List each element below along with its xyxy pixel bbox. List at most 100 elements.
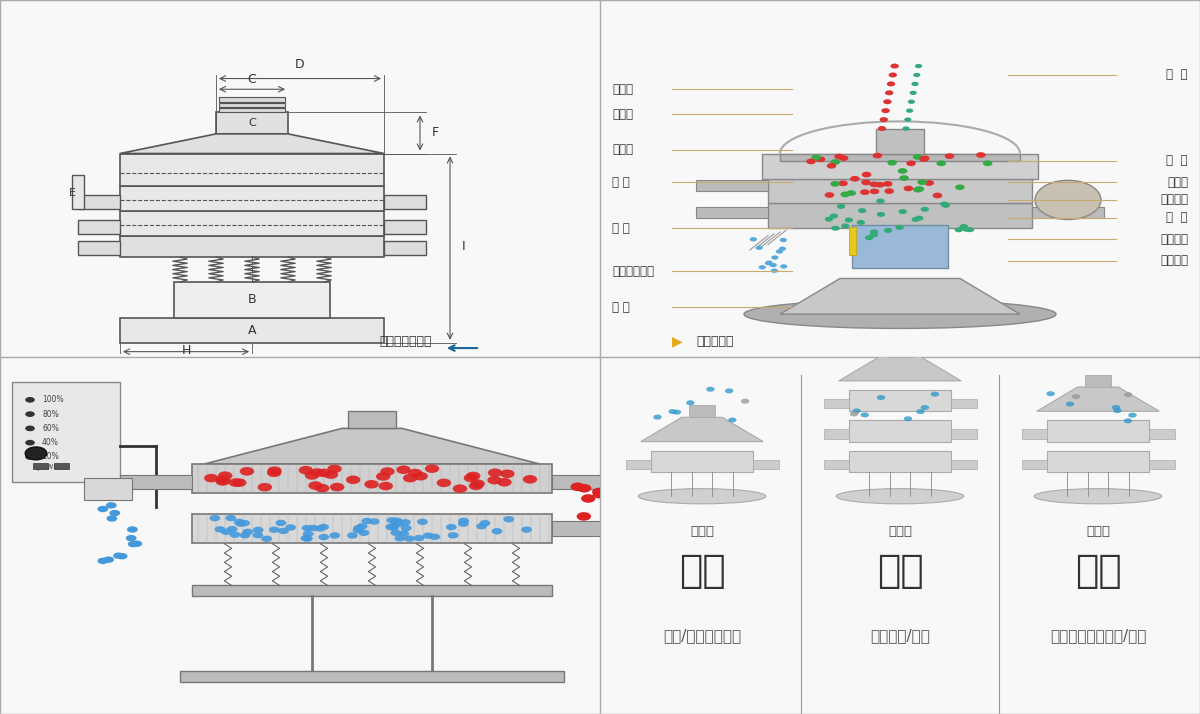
Circle shape	[103, 556, 114, 563]
Circle shape	[839, 155, 848, 161]
Circle shape	[368, 518, 379, 525]
Circle shape	[593, 490, 607, 498]
Bar	[952, 399, 977, 408]
Text: 機 座: 機 座	[612, 301, 630, 313]
Bar	[120, 475, 192, 489]
Circle shape	[492, 528, 503, 535]
Circle shape	[385, 524, 396, 531]
Text: 振動電機: 振動電機	[1160, 233, 1188, 246]
Bar	[754, 460, 779, 469]
Circle shape	[816, 156, 826, 162]
Circle shape	[902, 126, 910, 131]
Circle shape	[1114, 408, 1122, 413]
Circle shape	[887, 160, 896, 166]
Circle shape	[913, 73, 920, 77]
Bar	[1032, 207, 1104, 218]
Circle shape	[218, 471, 233, 480]
Bar	[220, 103, 286, 107]
Circle shape	[353, 527, 364, 533]
Circle shape	[328, 465, 342, 473]
Circle shape	[931, 392, 940, 397]
Circle shape	[877, 395, 886, 400]
Circle shape	[268, 466, 282, 475]
Circle shape	[910, 91, 917, 95]
Circle shape	[126, 535, 137, 541]
Circle shape	[577, 484, 592, 493]
Circle shape	[278, 528, 289, 534]
Circle shape	[346, 476, 360, 484]
Text: 下部重錘: 下部重錘	[1160, 254, 1188, 267]
Circle shape	[877, 212, 886, 217]
Circle shape	[216, 477, 230, 486]
Circle shape	[418, 518, 428, 525]
Circle shape	[932, 193, 942, 198]
Circle shape	[299, 466, 313, 474]
Circle shape	[668, 409, 677, 414]
Polygon shape	[120, 134, 384, 154]
Bar	[192, 464, 552, 493]
Circle shape	[452, 484, 467, 493]
Text: 60%: 60%	[42, 424, 59, 433]
Bar	[552, 521, 612, 536]
Bar	[174, 282, 330, 318]
Circle shape	[408, 469, 422, 478]
Circle shape	[913, 187, 923, 193]
Circle shape	[780, 264, 787, 268]
Bar	[120, 236, 384, 257]
Circle shape	[376, 472, 390, 481]
Circle shape	[353, 525, 364, 531]
Circle shape	[870, 188, 880, 194]
Circle shape	[1066, 401, 1074, 406]
Circle shape	[97, 506, 108, 512]
Circle shape	[728, 418, 737, 423]
Circle shape	[398, 531, 409, 537]
Ellipse shape	[1034, 488, 1162, 504]
Circle shape	[904, 186, 913, 191]
Circle shape	[229, 531, 240, 538]
Bar	[384, 220, 426, 234]
Circle shape	[318, 534, 329, 540]
Circle shape	[389, 524, 400, 531]
Text: 雙層式: 雙層式	[1086, 526, 1110, 538]
Circle shape	[356, 523, 367, 530]
Polygon shape	[1037, 387, 1159, 411]
Circle shape	[740, 398, 749, 403]
Circle shape	[500, 470, 515, 478]
Circle shape	[458, 518, 469, 524]
Circle shape	[1046, 391, 1055, 396]
Bar	[220, 108, 286, 112]
Circle shape	[890, 64, 899, 69]
Text: 彈 簧: 彈 簧	[612, 222, 630, 235]
Circle shape	[127, 541, 138, 548]
Circle shape	[872, 153, 882, 159]
Text: B: B	[247, 293, 257, 306]
Text: I: I	[462, 240, 466, 253]
Circle shape	[487, 476, 502, 484]
Circle shape	[707, 387, 715, 392]
Circle shape	[944, 154, 954, 159]
Circle shape	[380, 467, 395, 476]
Circle shape	[898, 168, 907, 174]
Circle shape	[592, 488, 606, 496]
Circle shape	[430, 533, 440, 540]
Text: 去除異物/結塊: 去除異物/結塊	[870, 628, 930, 643]
Circle shape	[504, 516, 515, 523]
Circle shape	[480, 520, 491, 526]
Circle shape	[888, 73, 898, 78]
Circle shape	[276, 520, 287, 526]
Circle shape	[97, 558, 108, 564]
Circle shape	[324, 471, 338, 479]
Circle shape	[1034, 180, 1102, 219]
Circle shape	[960, 224, 968, 229]
Bar	[384, 241, 426, 256]
Circle shape	[234, 518, 245, 525]
Circle shape	[904, 416, 912, 421]
Circle shape	[390, 530, 401, 536]
Circle shape	[131, 540, 142, 547]
Circle shape	[884, 188, 894, 194]
Circle shape	[836, 204, 845, 209]
Circle shape	[388, 523, 398, 530]
Bar	[696, 180, 768, 191]
Circle shape	[302, 531, 313, 537]
Circle shape	[235, 521, 246, 527]
